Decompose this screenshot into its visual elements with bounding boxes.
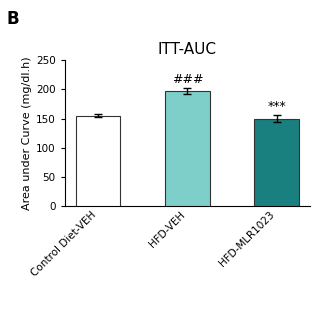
Title: ITT-AUC: ITT-AUC	[158, 42, 217, 57]
Text: B: B	[6, 10, 19, 28]
Bar	[254, 119, 299, 206]
Text: ***: ***	[267, 100, 286, 113]
Bar	[165, 91, 210, 206]
Text: ###: ###	[172, 73, 203, 86]
Bar	[76, 116, 120, 206]
Y-axis label: Area under Curve (mg/dl.h): Area under Curve (mg/dl.h)	[22, 56, 32, 210]
